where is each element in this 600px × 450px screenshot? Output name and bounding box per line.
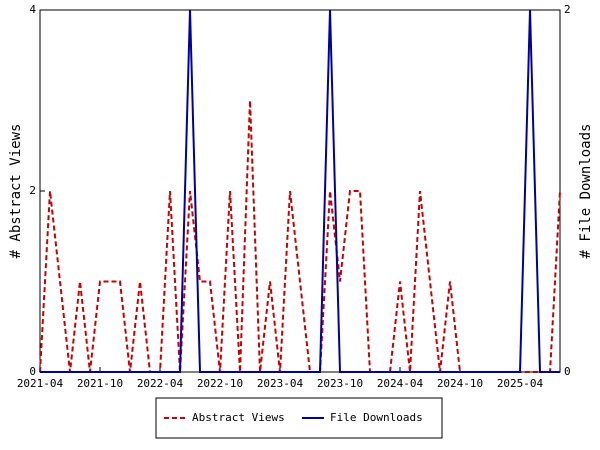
y-axis-label: # Abstract Views [8, 124, 24, 259]
x-tick-label: 2021-10 [77, 377, 123, 390]
series-line [40, 9, 560, 373]
x-tick-label: 2024-10 [437, 377, 483, 390]
x-tick-label: 2023-10 [317, 377, 363, 390]
y2-tick-label: 2 [564, 3, 571, 16]
y-tick-label: 4 [29, 3, 36, 16]
legend-label: File Downloads [330, 411, 423, 424]
y2-tick-label: 0 [564, 365, 571, 378]
x-tick-label: 2024-04 [377, 377, 424, 390]
x-tick-label: 2025-04 [497, 377, 544, 390]
series-line [39, 100, 561, 373]
x-tick-label: 2022-04 [137, 377, 184, 390]
legend-box [155, 397, 443, 439]
plot-frame [39, 9, 561, 373]
x-tick-label: 2021-04 [17, 377, 64, 390]
x-tick-label: 2022-10 [197, 377, 243, 390]
y-tick-label: 2 [29, 184, 36, 197]
x-tick-label: 2023-04 [257, 377, 304, 390]
y2-axis-label: # File Downloads [578, 124, 594, 259]
legend-label: Abstract Views [192, 411, 285, 424]
y-tick-label: 0 [29, 365, 36, 378]
